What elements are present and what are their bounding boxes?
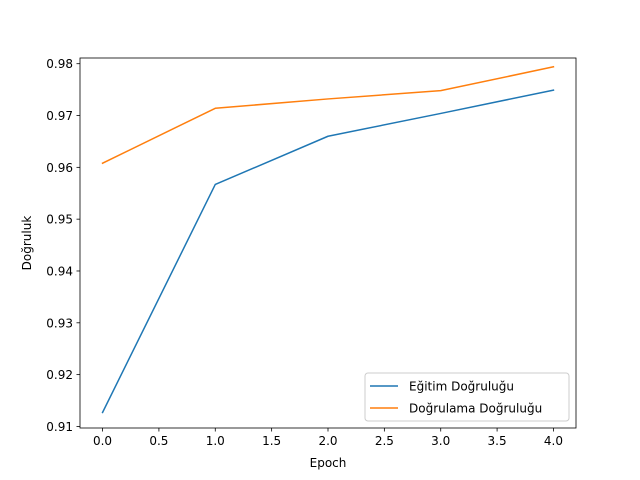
y-tick-label: 0.97 [46,109,73,123]
y-tick-label: 0.96 [46,161,73,175]
x-tick-label: 1.5 [262,434,281,448]
legend-box [364,372,570,422]
series-line-0 [101,89,555,414]
legend: Eğitim Doğruluğu Doğrulama Doğruluğu [364,372,570,422]
y-tick-label: 0.91 [46,420,73,434]
x-axis-label: Epoch [310,456,347,470]
y-axis-ticks: 0.91 0.92 0.93 0.94 0.95 0.96 0.97 0.98 [46,57,80,434]
x-tick-label: 1.0 [206,434,225,448]
legend-label-1: Doğrulama Doğruluğu [409,402,542,416]
y-tick-label: 0.93 [46,316,73,330]
x-tick-label: 2.5 [375,434,394,448]
x-tick-label: 0.0 [93,434,112,448]
y-axis-label: Doğruluk [20,216,34,271]
x-tick-label: 3.0 [431,434,450,448]
legend-items: Eğitim Doğruluğu Doğrulama Doğruluğu [370,380,542,416]
series-layer [101,65,555,414]
legend-label-0: Eğitim Doğruluğu [409,380,514,394]
x-tick-label: 3.5 [488,434,507,448]
plot-background [80,58,576,428]
y-tick-label: 0.92 [46,368,73,382]
y-tick-label: 0.95 [46,213,73,227]
x-axis-ticks: 0.0 0.5 1.0 1.5 2.0 2.5 3.0 3.5 4.0 [93,428,563,448]
series-line-1 [101,65,555,165]
y-tick-label: 0.94 [46,264,73,278]
y-tick-label: 0.98 [46,57,73,71]
x-tick-label: 4.0 [544,434,563,448]
x-tick-label: 2.0 [318,434,337,448]
x-tick-label: 0.5 [149,434,168,448]
